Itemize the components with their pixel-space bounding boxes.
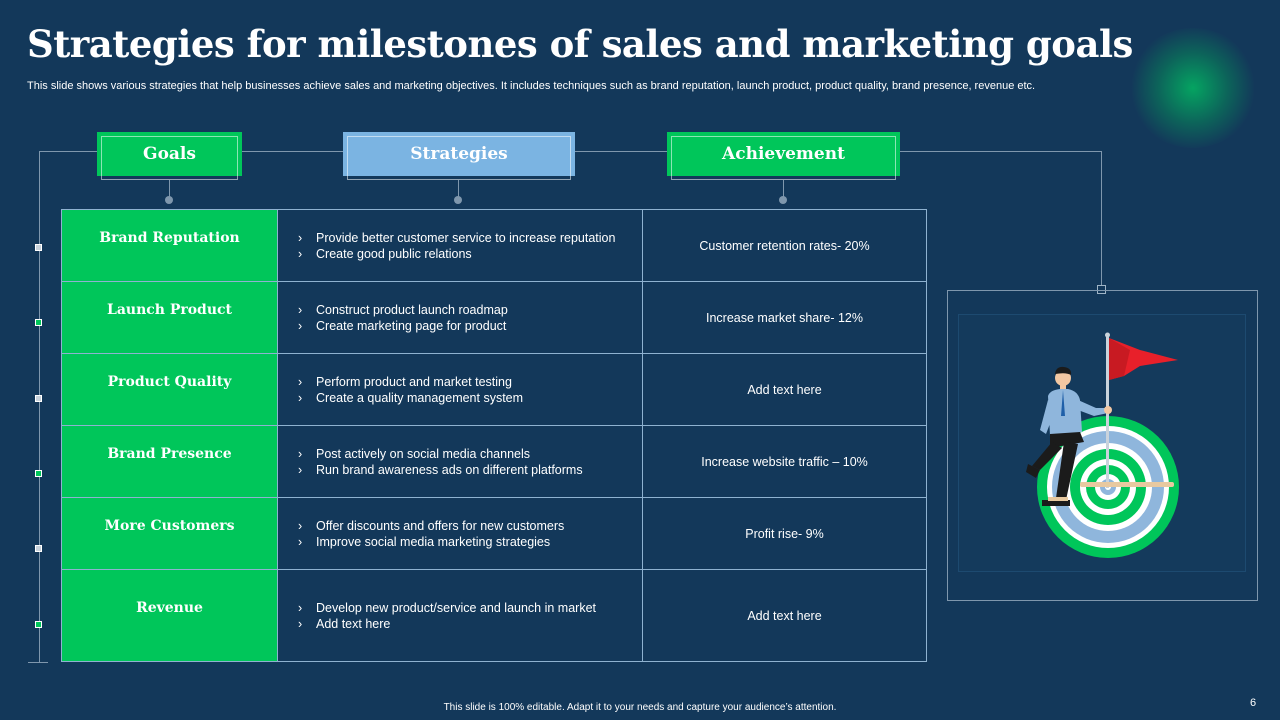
table-row: Brand Reputation › Provide better custome…: [61, 208, 927, 283]
connector-line: [242, 151, 343, 152]
page-number: 6: [1250, 697, 1257, 709]
strategy-item: › Post actively on social media channels: [298, 446, 531, 461]
connector-dot: [165, 196, 173, 204]
goal-label: Product Quality: [107, 374, 232, 391]
strategy-item: › Construct product launch roadmap: [298, 302, 508, 317]
businessman-target-flag-icon: [1026, 332, 1179, 558]
connector-line: [39, 151, 40, 662]
header-goals: Goals: [97, 132, 242, 180]
strategy-cell: › Develop new product/service and launch …: [277, 569, 643, 662]
goal-cell: Brand Presence: [61, 425, 278, 499]
chevron-right-icon: ›: [298, 518, 303, 533]
strategy-cell: › Provide better customer service to incr…: [277, 208, 643, 283]
strategy-item: › Provide better customer service to incr…: [298, 230, 616, 245]
page-title: Strategies for milestones of sales and m…: [27, 22, 1133, 66]
header-strategies: Strategies: [343, 132, 575, 180]
illustration-frame: [947, 290, 1258, 601]
strategy-item: › Develop new product/service and launch …: [298, 600, 597, 615]
header-achievement-label: Achievement: [722, 144, 845, 164]
chevron-right-icon: ›: [298, 600, 303, 615]
achievement-cell: Add text here: [642, 569, 927, 662]
connector-line: [1101, 151, 1102, 286]
connector-line: [28, 662, 48, 663]
chevron-right-icon: ›: [298, 534, 303, 549]
achievement-cell: Increase website traffic – 10%: [642, 425, 927, 499]
goal-cell: Product Quality: [61, 353, 278, 427]
chevron-right-icon: ›: [298, 230, 303, 245]
strategy-cell: › Construct product launch roadmap › Creat…: [277, 281, 643, 355]
chevron-right-icon: ›: [298, 446, 303, 461]
goal-label: Launch Product: [106, 302, 233, 319]
strategy-item: › Offer discounts and offers for new cust…: [298, 518, 565, 533]
goals-table: Brand Reputation › Provide better custome…: [61, 208, 927, 662]
connector-line: [575, 151, 667, 152]
goal-label: Brand Reputation: [99, 230, 240, 246]
decorative-glow: [1128, 28, 1258, 148]
chevron-right-icon: ›: [298, 302, 303, 317]
table-row: Revenue › Develop new product/service and…: [61, 569, 927, 662]
chevron-right-icon: ›: [298, 616, 303, 631]
achievement-cell: Increase market share- 12%: [642, 281, 927, 355]
strategy-item: › Improve social media marketing strategi…: [298, 534, 551, 549]
table-row: Brand Presence › Post actively on social …: [61, 425, 927, 499]
connector-line: [458, 180, 459, 198]
connector-line: [783, 180, 784, 198]
table-row: More Customers › Offer discounts and offe…: [61, 497, 927, 571]
strategy-item: › Perform product and market testing: [298, 374, 512, 389]
chevron-right-icon: ›: [298, 390, 303, 405]
chevron-right-icon: ›: [298, 462, 303, 477]
footer-note: This slide is 100% editable. Adapt it to…: [443, 702, 837, 713]
chevron-right-icon: ›: [298, 318, 303, 333]
achievement-cell: Customer retention rates- 20%: [642, 208, 927, 283]
goal-label: Brand Presence: [107, 446, 232, 463]
strategy-cell: › Perform product and market testing › Cre…: [277, 353, 643, 427]
connector-square: [1097, 285, 1106, 294]
connector-line: [39, 151, 97, 152]
strategy-item: › Run brand awareness ads on different pl…: [298, 462, 583, 477]
strategy-cell: › Post actively on social media channels …: [277, 425, 643, 499]
timeline-marker: [35, 545, 42, 552]
timeline-marker: [35, 244, 42, 251]
achievement-cell: Profit rise- 9%: [642, 497, 927, 571]
connector-line: [169, 180, 170, 198]
goal-cell: Brand Reputation: [61, 208, 278, 283]
connector-dot: [779, 196, 787, 204]
timeline-marker: [35, 395, 42, 402]
header-achievement: Achievement: [667, 132, 900, 180]
goal-cell: Revenue: [61, 569, 278, 662]
strategy-item: › Add text here: [298, 616, 391, 631]
achievement-cell: Add text here: [642, 353, 927, 427]
timeline-marker: [35, 319, 42, 326]
chevron-right-icon: ›: [298, 374, 303, 389]
connector-dot: [454, 196, 462, 204]
table-row: Product Quality › Perform product and mar…: [61, 353, 927, 427]
page-subtitle: This slide shows various strategies that…: [27, 80, 1036, 92]
header-strategies-label: Strategies: [410, 144, 508, 164]
header-goals-label: Goals: [143, 144, 196, 164]
table-row: Launch Product › Construct product launch…: [61, 281, 927, 355]
timeline-marker: [35, 470, 42, 477]
chevron-right-icon: ›: [298, 246, 303, 261]
goal-cell: More Customers: [61, 497, 278, 571]
goal-cell: Launch Product: [61, 281, 278, 355]
strategy-item: › Create a quality management system: [298, 390, 524, 405]
goal-label: Revenue: [136, 600, 203, 617]
strategy-item: › Create good public relations: [298, 246, 472, 261]
goal-label: More Customers: [104, 518, 235, 535]
connector-line: [900, 151, 1102, 152]
strategy-item: › Create marketing page for product: [298, 318, 507, 333]
strategy-cell: › Offer discounts and offers for new cust…: [277, 497, 643, 571]
timeline-marker: [35, 621, 42, 628]
